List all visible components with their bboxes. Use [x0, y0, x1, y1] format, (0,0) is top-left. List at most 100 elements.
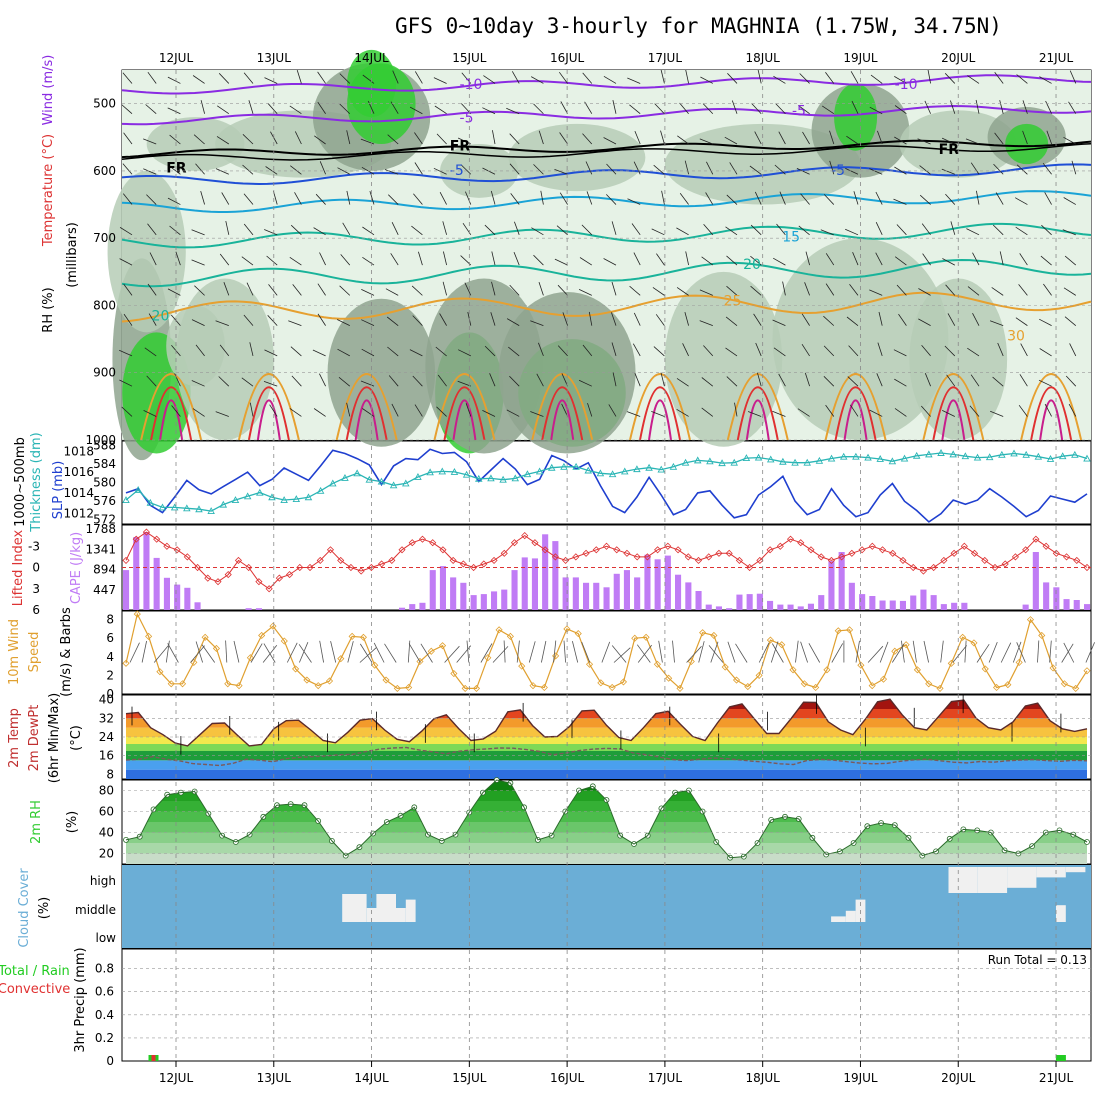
sfc-barb-2 — [153, 645, 169, 663]
li-point-83 — [970, 549, 979, 557]
surface-loop-8-0 — [922, 373, 985, 441]
wind-point-18 — [325, 677, 334, 685]
wind-barb-308 — [804, 282, 810, 296]
wind-barb-328 — [317, 313, 326, 326]
wind-point-56 — [755, 671, 763, 679]
wind-point-49 — [676, 684, 684, 692]
sfc-barb-68 — [952, 645, 968, 663]
sfc-barb-28 — [466, 640, 470, 663]
wind-barb-110 — [846, 135, 859, 145]
cape-bar-68 — [818, 595, 825, 610]
wind-barb-7 — [296, 69, 302, 84]
wind-ylabel-0: 10m Wind — [7, 619, 22, 685]
contour-label-13: 30 — [1007, 328, 1025, 344]
cape-bar-80 — [940, 604, 947, 610]
wind-barb-415 — [489, 373, 496, 387]
cape-bar-28 — [409, 604, 416, 610]
wind-barb-177 — [540, 190, 544, 205]
cape-li-panel — [122, 528, 1091, 610]
wind-barb-331 — [386, 316, 399, 326]
wind-barb-392 — [893, 349, 907, 357]
wind-barb-370 — [361, 348, 375, 357]
wind-barb-21 — [627, 77, 641, 84]
cape-bar-93 — [1073, 600, 1080, 610]
wind-point-8 — [212, 644, 221, 653]
wind-barb-94 — [457, 137, 471, 145]
sfc-barb-12 — [263, 643, 276, 663]
wind-barb-437 — [1019, 374, 1028, 387]
slp-ylabel-0: 1000~500mb — [13, 437, 28, 527]
wind-point-84 — [1072, 684, 1080, 692]
cape-bar-59 — [726, 608, 733, 610]
cape-bar-89 — [1032, 552, 1039, 610]
slp-thickness-panel — [122, 448, 1091, 523]
li-point-67 — [807, 546, 815, 554]
rh-patch-0 — [146, 117, 245, 171]
day-label-top-8: 20JUL — [941, 51, 976, 65]
precip-ylabel-1: Convective — [0, 982, 70, 997]
wind-barb-435 — [970, 374, 980, 387]
cape-bar-71 — [848, 582, 855, 610]
wind-barb-323 — [191, 319, 205, 326]
li-point-52 — [654, 546, 662, 554]
wind-point-37 — [540, 683, 548, 692]
sfc-barb-18 — [347, 641, 354, 663]
isotherm-line-5 — [121, 190, 1092, 213]
wind-barb-140 — [606, 163, 617, 175]
wind-barb-459 — [587, 402, 593, 417]
precip-panel: Run Total = 0.13 — [148, 953, 1087, 1061]
wind-barb-11 — [392, 70, 399, 84]
wind-barb-344 — [699, 320, 713, 327]
wind-barb-253 — [443, 251, 447, 266]
wind-barb-401 — [146, 375, 157, 387]
rh-tick-2: 40 — [99, 826, 114, 840]
wind-barb-275 — [972, 252, 980, 266]
wind-barb-87 — [294, 131, 302, 145]
wind-barb-102 — [660, 130, 665, 145]
li-point-48 — [613, 546, 621, 554]
rh-band-0 — [126, 853, 1087, 864]
cape-bar-43 — [562, 577, 569, 610]
wind-barb-384 — [703, 345, 714, 357]
wind-barb-230 — [845, 228, 859, 236]
day-label-bottom-6: 18JUL — [746, 1071, 781, 1085]
sfc-barb-41 — [611, 645, 627, 663]
wind-barb-407 — [291, 375, 302, 387]
sfc-barb-55 — [795, 640, 799, 663]
wind-barb-252 — [418, 251, 423, 266]
rh-line — [125, 779, 1088, 859]
wind-barb-23 — [685, 69, 689, 84]
wind-barb-181 — [627, 198, 641, 205]
wind-speed-line — [125, 612, 1088, 690]
wind-barb-295 — [491, 281, 496, 296]
cape-tick-0: 1788 — [85, 522, 116, 536]
temp-band-3 — [126, 744, 1087, 751]
cape-bar-12 — [245, 608, 252, 610]
wind-barb-458 — [561, 403, 568, 417]
rh-band-4 — [126, 811, 1087, 822]
surface-loop-0-1 — [150, 386, 193, 441]
wind-barb-37 — [1016, 74, 1028, 84]
cape-bar-41 — [542, 534, 549, 610]
cape-bar-0 — [123, 570, 130, 610]
li-point-84 — [981, 556, 989, 564]
wind-barb-171 — [388, 194, 399, 205]
wind-barb-143 — [684, 160, 689, 175]
wind-barb-413 — [437, 374, 447, 387]
wind-barb-267 — [773, 257, 786, 266]
wind-barb-440 — [121, 406, 133, 417]
sfc-barb-3 — [165, 640, 170, 663]
cloud-ylabel-0: Cloud Cover — [17, 868, 32, 948]
wind-barb-62 — [654, 103, 665, 115]
wind-barb-425 — [726, 376, 738, 387]
wind-barb-278 — [1040, 255, 1052, 266]
cape-bar-61 — [746, 594, 753, 610]
sfc-barb-9 — [233, 640, 240, 663]
wind-barb-126 — [265, 166, 278, 175]
li-point-80 — [940, 556, 948, 564]
wind-barb-443 — [192, 408, 205, 417]
wind-barb-367 — [290, 346, 302, 357]
sfc-barb-22 — [384, 643, 397, 663]
sfc-barb-17 — [330, 641, 337, 663]
wind-barb-283 — [194, 285, 205, 296]
